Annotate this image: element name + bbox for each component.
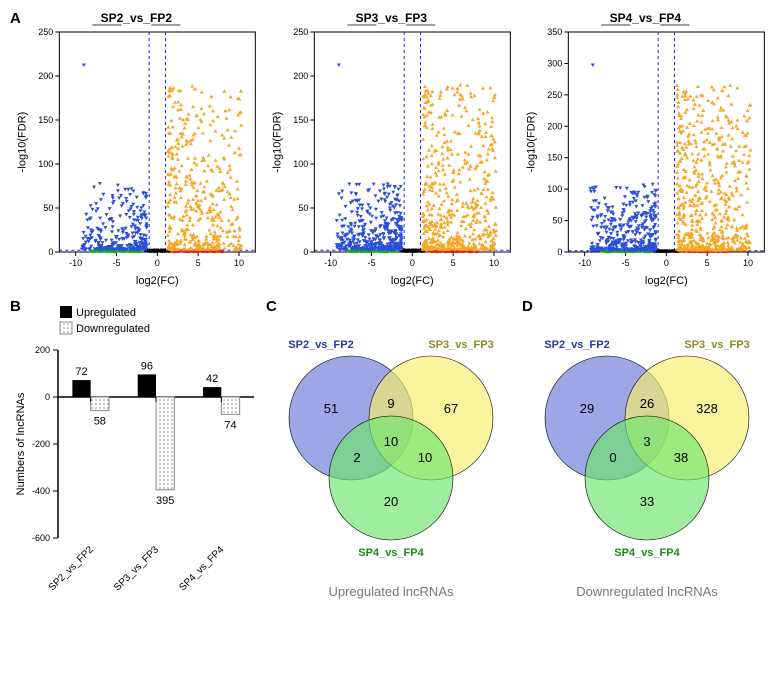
svg-text:Downregulated: Downregulated [76, 323, 150, 335]
svg-text:58: 58 [94, 416, 106, 428]
svg-text:5: 5 [196, 258, 201, 268]
svg-text:10: 10 [743, 258, 753, 268]
svg-text:0: 0 [155, 258, 160, 268]
svg-text:-600: -600 [32, 533, 50, 543]
svg-text:50: 50 [553, 216, 563, 226]
svg-text:0: 0 [303, 247, 308, 257]
svg-text:9: 9 [387, 396, 394, 411]
volcano-plot-2: SP4_vs_FP4 0 50 100 150 200 250 300 350 -10 -5 0 5 10… [519, 10, 772, 290]
svg-text:0: 0 [664, 258, 669, 268]
svg-text:10: 10 [384, 434, 398, 449]
panel-a: A SP2_vs_FP2050100150200250-10-50510log2… [10, 10, 772, 290]
volcano-plot-0: SP2_vs_FP2 0 50 100 150 200 250 -10 -5 0 5 10 log2(F… [10, 10, 263, 290]
svg-text:67: 67 [444, 401, 458, 416]
svg-text:0: 0 [609, 450, 616, 465]
svg-text:SP3_vs_FP3: SP3_vs_FP3 [428, 339, 493, 351]
svg-text:100: 100 [38, 159, 53, 169]
svg-text:200: 200 [38, 71, 53, 81]
svg-text:-5: -5 [112, 258, 120, 268]
panel-c: C SP2_vs_FP2 SP3_vs_FP3 SP4_vs_FP4 51 67 20 9 2… [266, 298, 516, 608]
svg-text:2: 2 [353, 450, 360, 465]
svg-text:100: 100 [548, 184, 563, 194]
svg-text:log2(FC): log2(FC) [391, 275, 434, 287]
svg-text:-10: -10 [324, 258, 337, 268]
svg-text:200: 200 [35, 345, 50, 355]
svg-text:5: 5 [450, 258, 455, 268]
svg-text:10: 10 [418, 450, 432, 465]
svg-text:SP4_vs_FP4: SP4_vs_FP4 [614, 547, 680, 559]
svg-text:150: 150 [38, 115, 53, 125]
svg-text:SP3_vs_FP3: SP3_vs_FP3 [355, 11, 427, 25]
svg-text:Downregulated lncRNAs: Downregulated lncRNAs [576, 584, 718, 599]
svg-text:-5: -5 [622, 258, 630, 268]
svg-text:0: 0 [48, 247, 53, 257]
svg-text:100: 100 [293, 159, 308, 169]
svg-text:38: 38 [674, 450, 688, 465]
svg-text:-log10(FDR): -log10(FDR) [526, 112, 538, 173]
svg-text:-log10(FDR): -log10(FDR) [271, 112, 283, 173]
svg-text:10: 10 [234, 258, 244, 268]
svg-text:-5: -5 [367, 258, 375, 268]
svg-text:51: 51 [324, 401, 338, 416]
svg-text:-10: -10 [69, 258, 82, 268]
svg-text:350: 350 [548, 27, 563, 37]
panel-b: B -600 -400 -200 0 200 Numbers of lncRNAs Upre… [10, 298, 260, 608]
svg-text:SP3_vs_FP3: SP3_vs_FP3 [112, 544, 161, 593]
svg-text:150: 150 [293, 115, 308, 125]
svg-text:0: 0 [409, 258, 414, 268]
svg-text:72: 72 [75, 366, 87, 378]
svg-text:29: 29 [580, 401, 594, 416]
panel-c-label: C [266, 298, 277, 315]
svg-text:-400: -400 [32, 486, 50, 496]
svg-text:Numbers of lncRNAs: Numbers of lncRNAs [15, 392, 27, 495]
svg-text:SP3_vs_FP3: SP3_vs_FP3 [684, 339, 749, 351]
svg-text:0: 0 [45, 392, 50, 402]
svg-text:26: 26 [640, 396, 654, 411]
svg-text:74: 74 [224, 419, 236, 431]
figure-root: A SP2_vs_FP2050100150200250-10-50510log2… [10, 10, 772, 608]
svg-text:20: 20 [384, 494, 398, 509]
svg-text:250: 250 [38, 27, 53, 37]
svg-text:50: 50 [43, 203, 53, 213]
panel-d: D SP2_vs_FP2 SP3_vs_FP3 SP4_vs_FP4 29 328 33 2… [522, 298, 772, 608]
panel-d-label: D [522, 298, 533, 315]
svg-text:250: 250 [548, 90, 563, 100]
svg-text:SP4_vs_FP4: SP4_vs_FP4 [610, 11, 682, 25]
svg-text:33: 33 [640, 494, 654, 509]
svg-text:50: 50 [298, 203, 308, 213]
svg-text:5: 5 [705, 258, 710, 268]
svg-text:96: 96 [141, 360, 153, 372]
svg-text:SP4_vs_FP4: SP4_vs_FP4 [177, 544, 226, 593]
svg-text:SP2_vs_FP2: SP2_vs_FP2 [101, 11, 173, 25]
svg-text:395: 395 [156, 495, 174, 507]
svg-text:Upregulated: Upregulated [76, 307, 136, 319]
svg-text:log2(FC): log2(FC) [136, 275, 179, 287]
svg-text:SP2_vs_FP2: SP2_vs_FP2 [47, 544, 96, 593]
volcano-plot-1: SP3_vs_FP3 0 50 100 150 200 250 -10 -5 0 5 10 log2(F… [265, 10, 518, 290]
svg-text:200: 200 [293, 71, 308, 81]
bottom-row: B -600-400-2000200Numbers of lncRNAsUpre… [10, 298, 772, 608]
svg-text:3: 3 [643, 434, 650, 449]
svg-text:-200: -200 [32, 439, 50, 449]
svg-text:150: 150 [548, 153, 563, 163]
svg-text:42: 42 [206, 373, 218, 385]
svg-text:SP4_vs_FP4: SP4_vs_FP4 [358, 547, 424, 559]
svg-text:250: 250 [293, 27, 308, 37]
svg-text:0: 0 [558, 247, 563, 257]
svg-text:10: 10 [489, 258, 499, 268]
svg-text:SP2_vs_FP2: SP2_vs_FP2 [288, 339, 353, 351]
svg-text:log2(FC): log2(FC) [645, 275, 688, 287]
svg-text:-log10(FDR): -log10(FDR) [16, 112, 28, 173]
panel-b-label: B [10, 298, 21, 315]
svg-text:-10: -10 [578, 258, 591, 268]
svg-text:300: 300 [548, 58, 563, 68]
svg-text:328: 328 [696, 401, 718, 416]
svg-text:200: 200 [548, 121, 563, 131]
svg-text:SP2_vs_FP2: SP2_vs_FP2 [544, 339, 609, 351]
svg-text:Upregulated lncRNAs: Upregulated lncRNAs [328, 584, 454, 599]
